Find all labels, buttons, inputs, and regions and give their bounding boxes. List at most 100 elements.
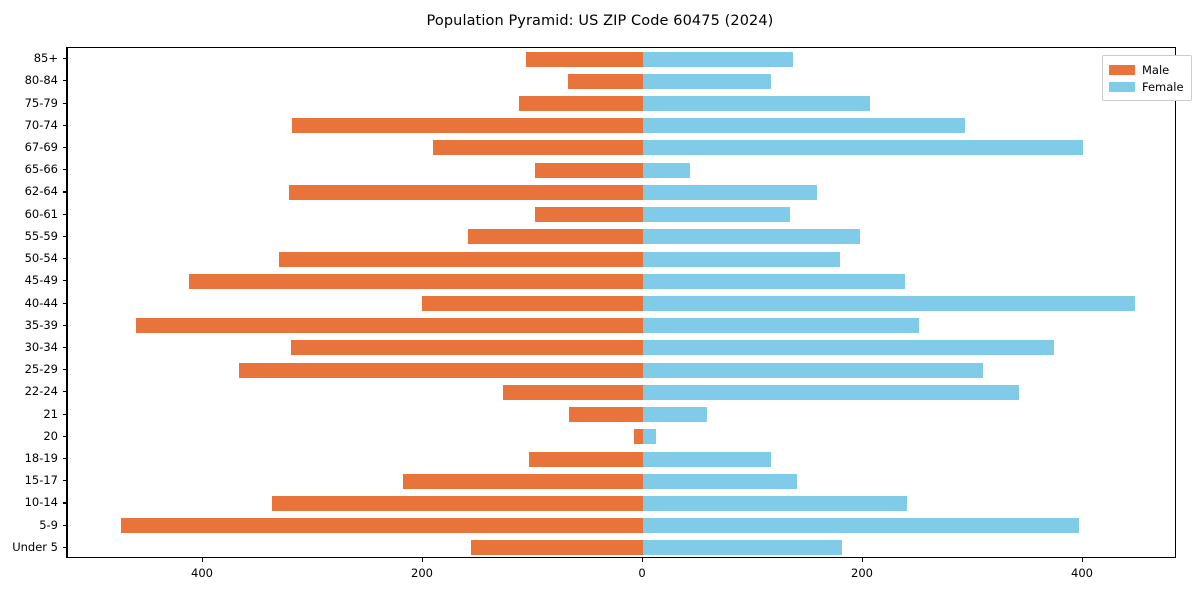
x-axis-tick-mark bbox=[862, 558, 864, 562]
bar-male bbox=[526, 51, 643, 67]
legend-swatch-icon bbox=[1109, 64, 1135, 75]
bar-female bbox=[643, 273, 905, 289]
bar-female bbox=[643, 429, 657, 445]
y-axis-tick-label: 70-74 bbox=[24, 117, 58, 132]
y-axis-tick-mark bbox=[62, 213, 66, 215]
y-axis-tick-mark bbox=[62, 58, 66, 60]
bar-male bbox=[421, 296, 643, 311]
bar-female bbox=[643, 451, 771, 467]
y-axis-tick-label: 22-24 bbox=[24, 384, 58, 399]
bar-male bbox=[292, 118, 643, 134]
bar-male bbox=[432, 140, 643, 156]
y-axis-tick-label: 60-61 bbox=[24, 206, 58, 221]
bar-male bbox=[239, 362, 643, 378]
y-axis-tick-label: 21 bbox=[43, 406, 58, 421]
bar-male bbox=[120, 518, 643, 534]
y-axis-tick-mark bbox=[62, 324, 66, 326]
y-axis-tick-label: 30-34 bbox=[24, 339, 58, 354]
bar-male bbox=[188, 273, 643, 289]
legend-item: Male bbox=[1109, 61, 1184, 78]
y-axis-tick-mark bbox=[62, 302, 66, 304]
x-axis-tick-label: 200 bbox=[851, 566, 873, 580]
legend-item: Female bbox=[1109, 78, 1184, 95]
y-axis-tick-mark bbox=[62, 235, 66, 237]
y-axis-tick-label: 15-17 bbox=[24, 473, 58, 488]
x-axis-tick-label: 400 bbox=[191, 566, 213, 580]
y-axis-tick-mark bbox=[62, 546, 66, 548]
y-axis-tick-label: 10-14 bbox=[24, 495, 58, 510]
y-axis-tick-mark bbox=[62, 413, 66, 415]
bar-male bbox=[535, 207, 643, 223]
y-axis-tick-label: 80-84 bbox=[24, 73, 58, 88]
y-axis-tick-label: 55-59 bbox=[24, 228, 58, 243]
bar-male bbox=[278, 251, 643, 267]
bar-female bbox=[643, 229, 860, 245]
bar-male bbox=[403, 473, 643, 489]
bar-female bbox=[643, 118, 966, 134]
x-axis-tick-mark bbox=[642, 558, 644, 562]
y-axis-tick-label: 85+ bbox=[33, 51, 58, 66]
y-axis-tick-mark bbox=[62, 80, 66, 82]
bar-male bbox=[503, 384, 643, 400]
y-axis-tick-label: 75-79 bbox=[24, 95, 58, 110]
bar-male bbox=[568, 73, 643, 89]
plot-area bbox=[66, 47, 1176, 558]
y-axis-tick-mark bbox=[62, 280, 66, 282]
bar-female bbox=[643, 340, 1055, 356]
bar-female bbox=[643, 495, 907, 511]
legend-swatch-icon bbox=[1109, 81, 1135, 92]
bar-female bbox=[643, 73, 771, 89]
chart-legend: Male Female bbox=[1102, 55, 1192, 101]
y-axis-tick-mark bbox=[62, 169, 66, 171]
bar-male bbox=[471, 540, 643, 556]
bar-male bbox=[135, 318, 643, 334]
bar-female bbox=[643, 207, 791, 223]
y-axis-tick-mark bbox=[62, 458, 66, 460]
bar-male bbox=[272, 495, 643, 511]
bar-female bbox=[643, 407, 707, 423]
x-axis-tick-label: 200 bbox=[411, 566, 433, 580]
y-axis-tick-mark bbox=[62, 124, 66, 126]
y-axis-tick-mark bbox=[62, 102, 66, 104]
bar-male bbox=[288, 184, 643, 200]
x-axis-tick-mark bbox=[202, 558, 204, 562]
legend-label: Male bbox=[1142, 62, 1170, 77]
bar-female bbox=[643, 251, 840, 267]
y-axis-tick-mark bbox=[62, 480, 66, 482]
bar-female bbox=[643, 96, 870, 112]
bar-male bbox=[528, 451, 643, 467]
bar-female bbox=[643, 162, 691, 178]
x-axis-tick-mark bbox=[1082, 558, 1084, 562]
bar-male bbox=[518, 96, 643, 112]
x-axis-tick-mark bbox=[422, 558, 424, 562]
y-axis-tick-labels: 85+ 80-84 75-79 70-74 67-69 65-66 62-64 60-61 55… bbox=[0, 47, 58, 558]
y-axis-tick-mark bbox=[62, 524, 66, 526]
bar-female bbox=[643, 473, 797, 489]
legend-label: Female bbox=[1142, 79, 1184, 94]
bar-female bbox=[643, 51, 793, 67]
bar-male bbox=[468, 229, 643, 245]
y-axis-tick-label: 65-66 bbox=[24, 162, 58, 177]
y-axis-tick-mark bbox=[62, 146, 66, 149]
y-axis-tick-mark bbox=[62, 369, 66, 371]
zero-axis-line bbox=[67, 48, 69, 557]
bar-female bbox=[643, 540, 843, 556]
bar-female bbox=[643, 296, 1135, 311]
y-axis-tick-label: 50-54 bbox=[24, 251, 58, 266]
bar-male bbox=[291, 340, 643, 356]
chart-title: Population Pyramid: US ZIP Code 60475 (2… bbox=[426, 13, 774, 29]
y-axis-tick-label: 45-49 bbox=[24, 273, 58, 288]
bar-female bbox=[643, 318, 920, 334]
y-axis-tick-mark bbox=[62, 435, 66, 437]
y-axis-tick-label: 18-19 bbox=[24, 451, 58, 466]
y-axis-tick-label: Under 5 bbox=[12, 539, 58, 554]
bar-male bbox=[535, 162, 643, 178]
bar-female bbox=[643, 362, 983, 378]
y-axis-tick-mark bbox=[62, 258, 66, 260]
bar-female bbox=[643, 184, 817, 200]
bar-male bbox=[634, 429, 643, 445]
y-axis-tick-label: 25-29 bbox=[24, 362, 58, 377]
x-axis-tick-label: 400 bbox=[1071, 566, 1093, 580]
bar-male bbox=[569, 407, 643, 423]
